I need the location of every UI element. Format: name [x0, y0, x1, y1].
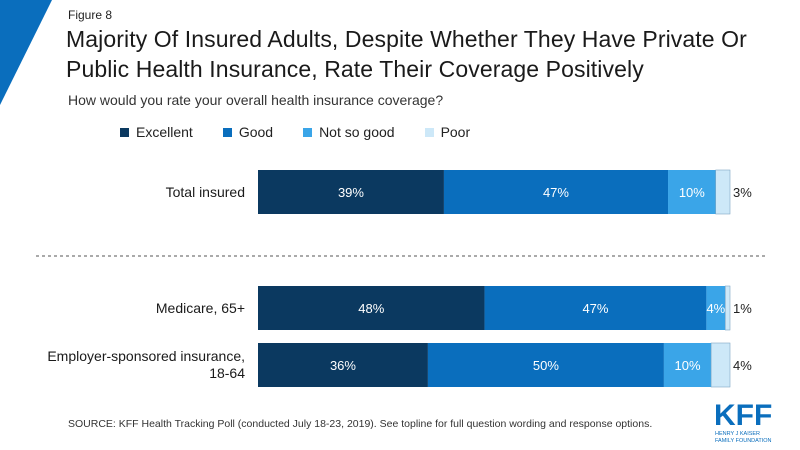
legend-item-good: Good: [222, 124, 274, 140]
data-label: 50%: [533, 358, 559, 373]
kff-logo-line1: HENRY J KAISER: [715, 431, 760, 437]
bar-segment-excellent: [258, 343, 428, 387]
legend: Excellent Good Not so good Poor: [120, 124, 500, 140]
data-label: 47%: [582, 301, 608, 316]
bar-segment-not-so-good: [706, 286, 726, 330]
bar-segment-poor: [710, 342, 731, 388]
figure-label: Figure 8: [68, 8, 113, 22]
data-label: 47%: [543, 185, 569, 200]
data-label: 36%: [330, 358, 356, 373]
bar-segment-poor: [715, 169, 731, 215]
bar-segment-good: [484, 286, 707, 330]
kff-logo: KFF HENRY J KAISER FAMILY FOUNDATION: [714, 399, 772, 444]
legend-swatch-not-so-good: [303, 127, 313, 137]
kff-logo-line2: FAMILY FOUNDATION: [715, 438, 772, 444]
bar-segment-excellent: [258, 170, 444, 214]
bar-segment-good: [427, 343, 664, 387]
bar-segment-excellent: [258, 286, 485, 330]
data-label: 39%: [338, 185, 364, 200]
category-label: Employer-sponsored insurance, 18-64: [47, 348, 245, 381]
bar-segment-poor: [724, 285, 731, 331]
bar-segment-not-so-good: [668, 170, 716, 214]
legend-label-not-so-good: Not so good: [319, 124, 395, 140]
category-label: Total insured: [166, 184, 245, 200]
legend-swatch-excellent: [120, 127, 129, 137]
data-label: 3%: [733, 185, 752, 200]
kff-logo-mark: KFF: [714, 399, 772, 432]
legend-label-excellent: Excellent: [136, 124, 193, 140]
chart-subtitle: How would you rate your overall health i…: [68, 92, 444, 108]
data-label: 1%: [733, 301, 752, 316]
category-label: Medicare, 65+: [156, 300, 245, 316]
legend-item-not-so-good: Not so good: [303, 124, 395, 140]
legend-swatch-good: [222, 127, 232, 137]
data-label: 10%: [679, 185, 705, 200]
bar-segment-good: [443, 170, 669, 214]
legend-swatch-poor: [424, 127, 434, 137]
data-label: 10%: [675, 358, 701, 373]
source-note: SOURCE: KFF Health Tracking Poll (conduc…: [68, 418, 653, 430]
legend-item-excellent: Excellent: [120, 124, 193, 140]
bar-segment-not-so-good: [663, 343, 712, 387]
chart-title: Majority Of Insured Adults, Despite Whet…: [66, 26, 747, 82]
data-label: 4%: [733, 358, 752, 373]
corner-accent-shape: [0, 0, 52, 105]
data-label: 4%: [706, 301, 725, 316]
legend-item-poor: Poor: [424, 124, 471, 140]
legend-label-poor: Poor: [440, 124, 471, 140]
data-label: 48%: [358, 301, 384, 316]
legend-label-good: Good: [238, 124, 274, 140]
